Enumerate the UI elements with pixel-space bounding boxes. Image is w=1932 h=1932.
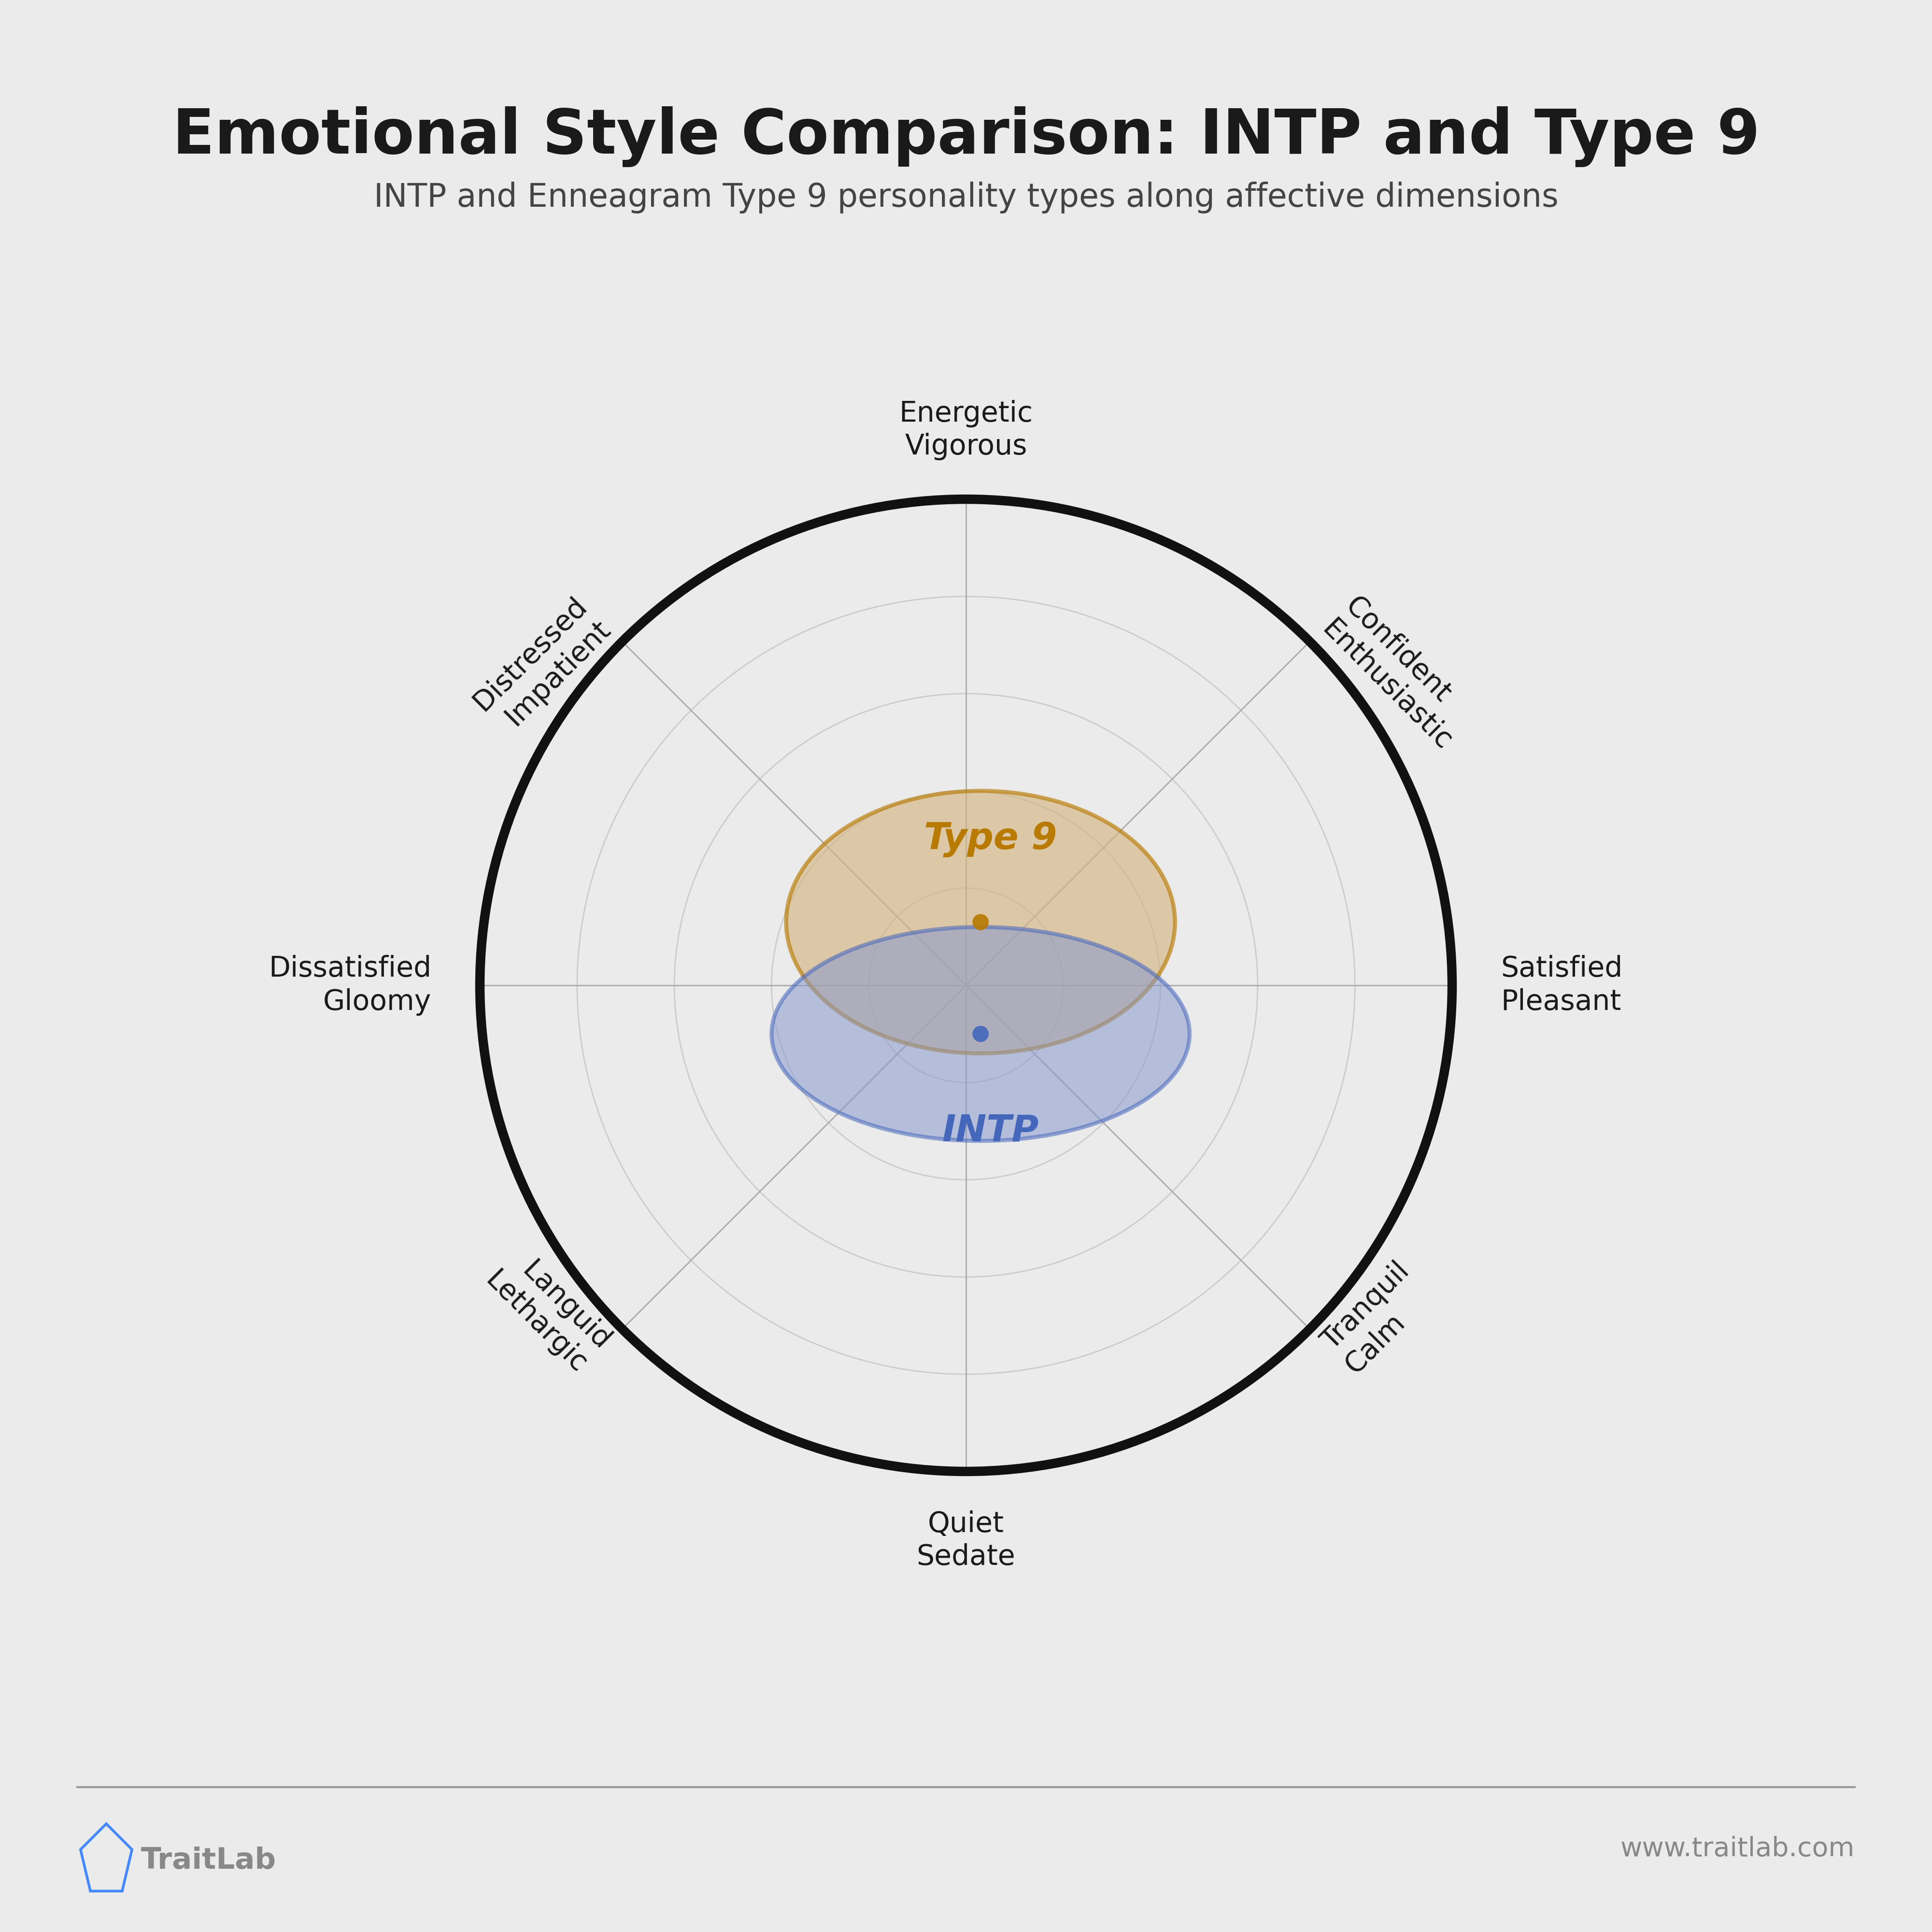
Circle shape	[974, 914, 989, 929]
Text: Satisfied
Pleasant: Satisfied Pleasant	[1501, 954, 1623, 1016]
Text: Dissatisfied
Gloomy: Dissatisfied Gloomy	[269, 954, 431, 1016]
Text: Emotional Style Comparison: INTP and Type 9: Emotional Style Comparison: INTP and Typ…	[172, 106, 1760, 168]
Text: Distressed
Impatient: Distressed Impatient	[468, 591, 616, 740]
Text: Energetic
Vigorous: Energetic Vigorous	[898, 400, 1034, 460]
Text: TraitLab: TraitLab	[141, 1847, 276, 1876]
Text: INTP and Enneagram Type 9 personality types along affective dimensions: INTP and Enneagram Type 9 personality ty…	[373, 182, 1559, 213]
Ellipse shape	[771, 927, 1190, 1142]
Circle shape	[974, 1026, 989, 1041]
Text: Tranquil
Calm: Tranquil Calm	[1316, 1258, 1437, 1379]
Text: www.traitlab.com: www.traitlab.com	[1621, 1835, 1855, 1862]
Text: INTP: INTP	[943, 1113, 1039, 1150]
Text: Quiet
Sedate: Quiet Sedate	[916, 1511, 1016, 1571]
Text: Confident
Enthusiastic: Confident Enthusiastic	[1316, 591, 1480, 755]
Text: Type 9: Type 9	[923, 821, 1057, 858]
Ellipse shape	[786, 790, 1175, 1053]
Text: Languid
Lethargic: Languid Lethargic	[479, 1242, 616, 1379]
